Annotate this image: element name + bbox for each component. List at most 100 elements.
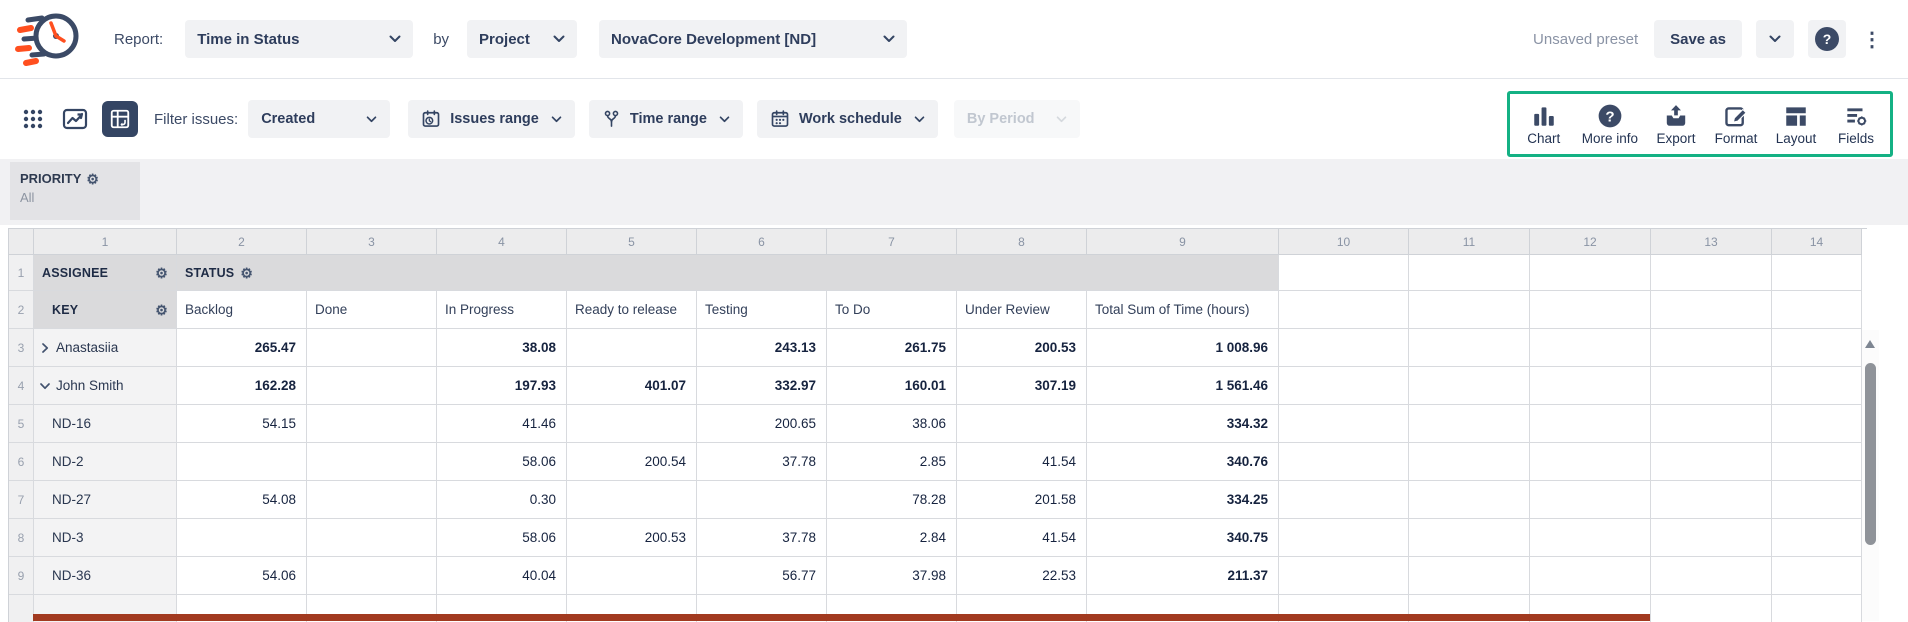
chart-button[interactable]: Chart bbox=[1522, 103, 1566, 146]
row-gutter[interactable] bbox=[9, 595, 34, 622]
status-header-cell[interactable]: STATUS ⚙ bbox=[177, 255, 1279, 291]
gear-icon[interactable]: ⚙ bbox=[240, 264, 254, 281]
column-header-14[interactable]: 14 bbox=[1772, 229, 1862, 255]
value-cell[interactable]: 54.15 bbox=[177, 405, 307, 443]
value-cell[interactable]: 58.06 bbox=[437, 519, 567, 557]
filter-issues-dropdown[interactable]: Created bbox=[248, 100, 391, 138]
empty-cell[interactable] bbox=[1651, 557, 1772, 595]
row-gutter[interactable]: 4 bbox=[9, 367, 34, 405]
empty-cell[interactable] bbox=[1279, 367, 1409, 405]
more-menu-button[interactable]: ⋮ bbox=[1856, 20, 1886, 58]
empty-cell[interactable] bbox=[1651, 519, 1772, 557]
row-gutter[interactable]: 6 bbox=[9, 443, 34, 481]
empty-cell[interactable] bbox=[1530, 255, 1651, 291]
total-cell[interactable]: 211.37 bbox=[1087, 557, 1279, 595]
column-header-10[interactable]: 10 bbox=[1279, 229, 1409, 255]
value-cell[interactable]: 78.28 bbox=[827, 481, 957, 519]
empty-cell[interactable] bbox=[1651, 329, 1772, 367]
status-column-header[interactable]: Done bbox=[307, 291, 437, 329]
value-cell[interactable] bbox=[307, 481, 437, 519]
total-cell[interactable]: 1 561.46 bbox=[1087, 367, 1279, 405]
gear-icon[interactable]: ⚙ bbox=[86, 170, 99, 187]
empty-cell[interactable] bbox=[1279, 329, 1409, 367]
empty-cell[interactable] bbox=[1772, 405, 1862, 443]
issue-key-cell[interactable]: ND-3 bbox=[34, 519, 177, 557]
total-cell[interactable]: 334.25 bbox=[1087, 481, 1279, 519]
empty-cell[interactable] bbox=[1409, 481, 1530, 519]
work-schedule-dropdown[interactable]: Work schedule bbox=[756, 100, 938, 138]
empty-cell[interactable] bbox=[1651, 481, 1772, 519]
pivot-view-icon[interactable] bbox=[102, 101, 138, 137]
empty-cell[interactable] bbox=[1651, 405, 1772, 443]
key-header-cell[interactable]: KEY ⚙ bbox=[34, 291, 177, 329]
value-cell[interactable]: 162.28 bbox=[177, 367, 307, 405]
empty-cell[interactable] bbox=[1409, 255, 1530, 291]
save-options-button[interactable] bbox=[1756, 20, 1794, 58]
value-cell[interactable] bbox=[307, 443, 437, 481]
status-column-header[interactable]: Total Sum of Time (hours) bbox=[1087, 291, 1279, 329]
value-cell[interactable]: 37.78 bbox=[697, 519, 827, 557]
value-cell[interactable]: 37.78 bbox=[697, 443, 827, 481]
value-cell[interactable]: 201.58 bbox=[957, 481, 1087, 519]
value-cell[interactable]: 41.46 bbox=[437, 405, 567, 443]
empty-cell[interactable] bbox=[1530, 443, 1651, 481]
column-header-5[interactable]: 5 bbox=[567, 229, 697, 255]
value-cell[interactable] bbox=[697, 481, 827, 519]
grid-view-icon[interactable] bbox=[18, 104, 48, 134]
status-column-header[interactable]: To Do bbox=[827, 291, 957, 329]
value-cell[interactable]: 58.06 bbox=[437, 443, 567, 481]
status-column-header[interactable]: Under Review bbox=[957, 291, 1087, 329]
empty-cell[interactable] bbox=[1279, 443, 1409, 481]
value-cell[interactable]: 197.93 bbox=[437, 367, 567, 405]
issue-key-cell[interactable]: ND-27 bbox=[34, 481, 177, 519]
row-gutter[interactable]: 5 bbox=[9, 405, 34, 443]
value-cell[interactable]: 54.08 bbox=[177, 481, 307, 519]
empty-cell[interactable] bbox=[1772, 329, 1862, 367]
empty-cell[interactable] bbox=[1772, 291, 1862, 329]
column-header-7[interactable]: 7 bbox=[827, 229, 957, 255]
chevron-right-icon[interactable] bbox=[40, 342, 50, 353]
value-cell[interactable]: 41.54 bbox=[957, 519, 1087, 557]
issue-key-cell[interactable]: ND-2 bbox=[34, 443, 177, 481]
column-header-3[interactable]: 3 bbox=[307, 229, 437, 255]
value-cell[interactable] bbox=[307, 329, 437, 367]
empty-cell[interactable] bbox=[1409, 291, 1530, 329]
empty-cell[interactable] bbox=[1772, 255, 1862, 291]
empty-cell[interactable] bbox=[1651, 595, 1772, 622]
empty-cell[interactable] bbox=[1409, 367, 1530, 405]
value-cell[interactable]: 401.07 bbox=[567, 367, 697, 405]
column-header-1[interactable]: 1 bbox=[34, 229, 177, 255]
empty-cell[interactable] bbox=[1279, 291, 1409, 329]
gear-icon[interactable]: ⚙ bbox=[155, 301, 168, 318]
empty-cell[interactable] bbox=[1409, 443, 1530, 481]
value-cell[interactable]: 22.53 bbox=[957, 557, 1087, 595]
row-gutter[interactable]: 3 bbox=[9, 329, 34, 367]
issue-key-cell[interactable]: ND-36 bbox=[34, 557, 177, 595]
save-as-button[interactable]: Save as bbox=[1654, 20, 1742, 58]
value-cell[interactable]: 2.84 bbox=[827, 519, 957, 557]
column-header-8[interactable]: 8 bbox=[957, 229, 1087, 255]
empty-cell[interactable] bbox=[1530, 367, 1651, 405]
status-column-header[interactable]: Backlog bbox=[177, 291, 307, 329]
value-cell[interactable]: 307.19 bbox=[957, 367, 1087, 405]
status-column-header[interactable]: Testing bbox=[697, 291, 827, 329]
status-column-header[interactable]: In Progress bbox=[437, 291, 567, 329]
value-cell[interactable]: 200.53 bbox=[567, 519, 697, 557]
value-cell[interactable] bbox=[567, 481, 697, 519]
vertical-scrollbar[interactable] bbox=[1862, 330, 1879, 621]
empty-cell[interactable] bbox=[1772, 595, 1862, 622]
fields-button[interactable]: Fields bbox=[1834, 103, 1878, 146]
empty-cell[interactable] bbox=[1772, 481, 1862, 519]
time-range-dropdown[interactable]: Time range bbox=[588, 100, 743, 138]
help-button[interactable]: ? bbox=[1808, 20, 1846, 58]
empty-cell[interactable] bbox=[1651, 367, 1772, 405]
value-cell[interactable] bbox=[307, 405, 437, 443]
value-cell[interactable]: 332.97 bbox=[697, 367, 827, 405]
value-cell[interactable] bbox=[307, 519, 437, 557]
empty-cell[interactable] bbox=[1530, 291, 1651, 329]
value-cell[interactable]: 265.47 bbox=[177, 329, 307, 367]
empty-cell[interactable] bbox=[1279, 519, 1409, 557]
empty-cell[interactable] bbox=[1530, 405, 1651, 443]
row-gutter[interactable]: 7 bbox=[9, 481, 34, 519]
value-cell[interactable] bbox=[567, 329, 697, 367]
